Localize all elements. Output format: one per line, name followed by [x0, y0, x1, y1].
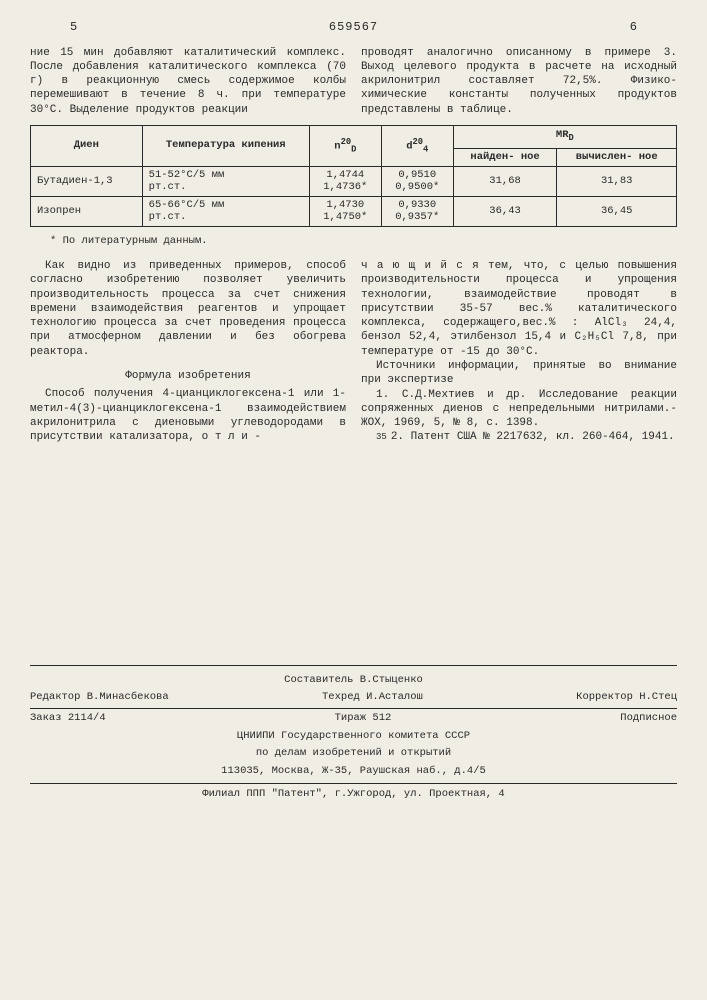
- sources-title: Источники информации, принятые во вниман…: [361, 359, 677, 388]
- page-num-left: 5: [70, 20, 77, 36]
- th-mr-calc: вычислен- ное: [557, 148, 677, 167]
- footer: Составитель В.Стыценко Редактор В.Минасб…: [30, 665, 677, 801]
- org-line2: по делам изобретений и открытий: [30, 747, 677, 761]
- source-1: 1. С.Д.Мехтиев и др. Исследование реакци…: [361, 388, 677, 431]
- body-left-para2: Способ получения 4-цианциклогексена-1 ил…: [30, 387, 346, 444]
- body-right-para1: ч а ю щ и й с я тем, что, с целью повыше…: [361, 259, 677, 359]
- order-row: Заказ 2114/4 Тираж 512 Подписное: [30, 712, 677, 726]
- top-left-column: ние 15 мин добавляют каталитический комп…: [30, 46, 346, 117]
- addr-line: 113035, Москва, Ж-35, Раушская наб., д.4…: [30, 765, 677, 779]
- document-number: 659567: [77, 20, 630, 36]
- body-left-column: Как видно из приведенных примеров, спосо…: [30, 259, 346, 445]
- th-mr-found: найден- ное: [453, 148, 557, 167]
- page-header: 5 659567 6: [30, 20, 677, 36]
- table-row: Изопрен 65-66°С/5 мм рт.ст. 1,4730 1,475…: [31, 197, 677, 227]
- credits-row: Редактор В.Минасбекова Техред И.Асталош …: [30, 691, 677, 705]
- top-columns: ние 15 мин добавляют каталитический комп…: [30, 46, 677, 117]
- th-mr: MRD: [453, 126, 676, 148]
- table-footnote: * По литературным данным.: [50, 235, 677, 249]
- top-right-column: проводят аналогично описанному в примере…: [361, 46, 677, 117]
- th-temp: Температура кипения: [142, 126, 309, 167]
- body-right-column: ч а ю щ и й с я тем, что, с целью повыше…: [361, 259, 677, 445]
- page-num-right: 6: [630, 20, 637, 36]
- composer-line: Составитель В.Стыценко: [30, 674, 677, 688]
- body-left-para1: Как видно из приведенных примеров, спосо…: [30, 259, 346, 359]
- formula-title: Формула изобретения: [30, 369, 346, 383]
- th-d: d204: [381, 126, 453, 167]
- th-n: n20D: [309, 126, 381, 167]
- th-dien: Диен: [31, 126, 143, 167]
- org-line1: ЦНИИПИ Государственного комитета СССР: [30, 730, 677, 744]
- source-2: 352. Патент США № 2217632, кл. 260-464, …: [361, 430, 677, 444]
- data-table: Диен Температура кипения n20D d204 MRD н…: [30, 125, 677, 227]
- body-columns: Как видно из приведенных примеров, спосо…: [30, 259, 677, 445]
- branch-line: Филиал ППП "Патент", г.Ужгород, ул. Прое…: [30, 788, 677, 802]
- table-row: Бутадиен-1,3 51-52°С/5 мм рт.ст. 1,4744 …: [31, 167, 677, 197]
